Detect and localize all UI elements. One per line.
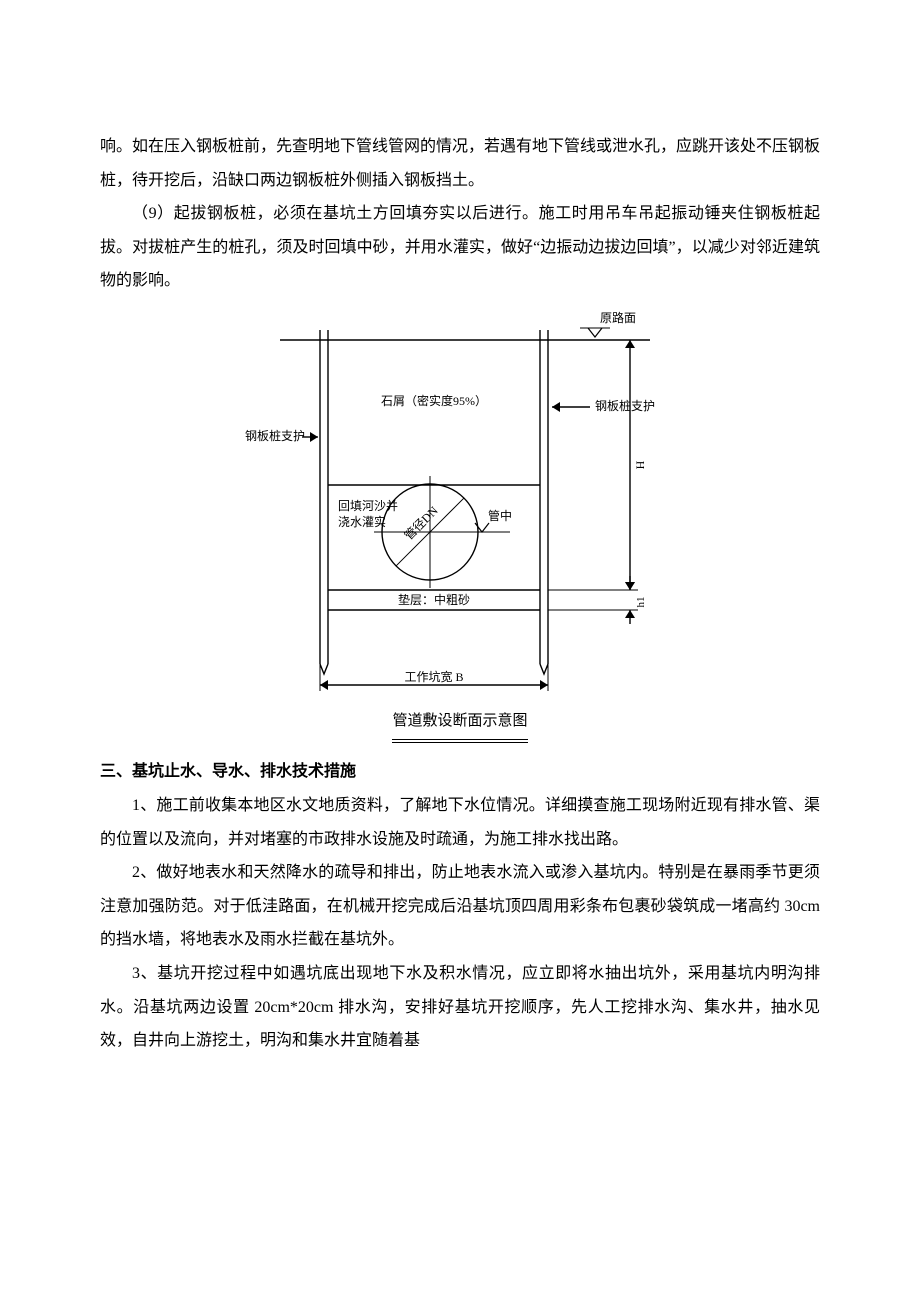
svg-text:钢板桩支护: 钢板桩支护 bbox=[595, 398, 655, 413]
cross-section-diagram: 原路面钢板桩支护钢板桩支护石屑（密实度95%）管径DN回填河沙并浇水灌实管中垫层… bbox=[240, 310, 680, 700]
svg-text:回填河沙并: 回填河沙并 bbox=[338, 499, 398, 513]
svg-text:管径DN: 管径DN bbox=[401, 503, 441, 543]
svg-text:石屑（密实度95%）: 石屑（密实度95%） bbox=[381, 393, 487, 408]
svg-text:管中: 管中 bbox=[488, 508, 512, 523]
svg-text:h1: h1 bbox=[635, 596, 647, 607]
paragraph-1: 响。如在压入钢板桩前，先查明地下管线管网的情况，若遇有地下管线或泄水孔，应跳开该… bbox=[100, 130, 820, 197]
paragraph-2: （9）起拔钢板桩，必须在基坑土方回填夯实以后进行。施工时用吊车吊起振动锤夹住钢板… bbox=[100, 197, 820, 298]
figure-caption: 管道敷设断面示意图 bbox=[392, 706, 527, 738]
paragraph-3: 1、施工前收集本地区水文地质资料，了解地下水位情况。详细摸查施工现场附近现有排水… bbox=[100, 789, 820, 856]
svg-text:H: H bbox=[633, 460, 647, 469]
svg-text:原路面: 原路面 bbox=[600, 310, 636, 325]
document-page: 响。如在压入钢板桩前，先查明地下管线管网的情况，若遇有地下管线或泄水孔，应跳开该… bbox=[0, 0, 920, 1158]
figure-container: 原路面钢板桩支护钢板桩支护石屑（密实度95%）管径DN回填河沙并浇水灌实管中垫层… bbox=[100, 310, 820, 738]
svg-text:垫层：中粗砂: 垫层：中粗砂 bbox=[398, 592, 470, 607]
section-heading: 三、基坑止水、导水、排水技术措施 bbox=[100, 755, 820, 789]
paragraph-5: 3、基坑开挖过程中如遇坑底出现地下水及积水情况，应立即将水抽出坑外，采用基坑内明… bbox=[100, 957, 820, 1058]
paragraph-4: 2、做好地表水和天然降水的疏导和排出，防止地表水流入或渗入基坑内。特别是在暴雨季… bbox=[100, 856, 820, 957]
svg-text:浇水灌实: 浇水灌实 bbox=[338, 514, 386, 529]
svg-text:钢板桩支护: 钢板桩支护 bbox=[245, 428, 305, 443]
svg-text:工作坑宽 B: 工作坑宽 B bbox=[404, 669, 463, 684]
